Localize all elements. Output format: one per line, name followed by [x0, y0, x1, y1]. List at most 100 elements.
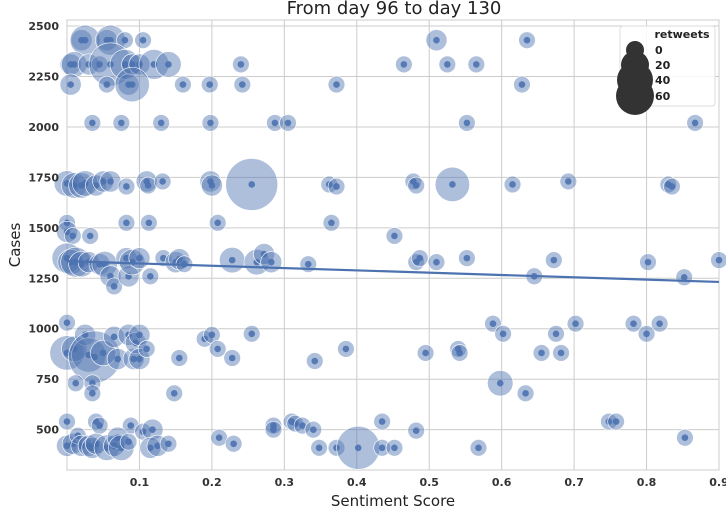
data-point-core	[123, 219, 130, 227]
legend-entry-label: 40	[655, 74, 671, 87]
data-point-core	[444, 61, 451, 68]
data-point-core	[311, 357, 319, 365]
data-point-core	[121, 61, 129, 68]
legend: retweets 0 20 40 60	[616, 25, 716, 115]
data-point-core	[215, 434, 223, 442]
data-point-core	[139, 428, 147, 435]
data-point-core	[315, 444, 323, 452]
data-point-core	[81, 36, 89, 44]
data-point-core	[691, 119, 699, 127]
data-point-core	[715, 256, 723, 264]
data-point-core	[165, 61, 172, 68]
data-point-core	[107, 178, 114, 185]
data-point-core	[70, 61, 78, 68]
x-tick-label: 0.5	[419, 476, 439, 489]
data-point-core	[230, 440, 237, 448]
data-point-core	[391, 444, 398, 452]
data-point-core	[680, 273, 688, 281]
data-point-core	[304, 260, 312, 268]
x-tick-label: 0.8	[637, 476, 657, 489]
data-point-core	[63, 228, 71, 236]
data-point-core	[110, 283, 118, 290]
x-axis-ticks: 0.1 0.2 0.3 0.4 0.5 0.6 0.7 0.8 0.9	[130, 476, 726, 489]
data-point-core	[69, 232, 77, 240]
data-point-core	[291, 420, 299, 427]
data-point-core	[170, 390, 178, 397]
data-point-core	[157, 119, 165, 127]
y-tick-label: 1750	[28, 171, 59, 184]
data-point-core	[130, 355, 137, 363]
data-point-core	[107, 61, 114, 68]
chart-title: From day 96 to day 130	[287, 0, 502, 19]
data-point-core	[463, 119, 471, 127]
regression-line-path	[66, 260, 720, 284]
data-point-core	[125, 438, 132, 446]
x-tick-label: 0.9	[709, 476, 726, 489]
y-tick-label: 1250	[28, 272, 59, 285]
data-point-core	[72, 379, 79, 387]
data-point-core	[139, 36, 147, 44]
data-point-core	[136, 331, 143, 339]
data-point-core	[630, 320, 637, 327]
data-point-core	[160, 254, 167, 262]
data-point-core	[86, 232, 94, 240]
data-point-core	[496, 379, 504, 387]
data-point-core	[354, 444, 362, 452]
data-point-core	[63, 442, 71, 450]
x-tick-label: 0.6	[492, 476, 512, 489]
data-point-core	[489, 320, 497, 327]
legend-entry-label: 60	[655, 90, 671, 103]
data-point-core	[81, 180, 89, 187]
data-point-core	[523, 36, 531, 44]
data-point-core	[499, 330, 507, 338]
data-point-core	[123, 254, 130, 262]
data-point-core	[136, 61, 143, 68]
data-point-core	[110, 333, 118, 341]
y-axis-label: Cases	[6, 223, 24, 268]
data-point-core	[522, 390, 529, 397]
data-point-core	[299, 422, 306, 429]
data-point-core	[110, 442, 118, 450]
data-point-core	[154, 442, 161, 450]
data-point-core	[456, 349, 463, 357]
y-tick-label: 1000	[28, 323, 59, 336]
data-point-core	[96, 61, 103, 68]
data-point-core	[175, 354, 183, 362]
data-point-core	[271, 119, 279, 127]
data-point-core	[96, 422, 103, 429]
data-point-core	[310, 426, 317, 433]
data-point-core	[463, 254, 471, 262]
data-point-core	[239, 81, 246, 88]
legend-title: retweets	[654, 28, 709, 41]
data-point-core	[449, 181, 456, 188]
data-point-core	[144, 182, 152, 189]
data-point-core	[67, 81, 74, 88]
data-point-core	[99, 178, 107, 185]
data-point-core	[325, 181, 333, 188]
y-tick-label: 2500	[28, 20, 59, 33]
x-tick-label: 0.1	[130, 476, 150, 489]
legend-entries: 0 20 40 60	[616, 41, 671, 115]
x-tick-label: 0.7	[564, 476, 584, 489]
data-point-core	[572, 320, 579, 327]
data-point-core	[333, 81, 340, 88]
data-point-core	[378, 418, 386, 425]
x-axis-label: Sentiment Score	[331, 492, 455, 510]
data-point-core	[118, 119, 125, 127]
data-point-core	[237, 61, 245, 68]
data-point-core	[99, 349, 107, 357]
data-point-core	[228, 354, 236, 362]
data-point-core	[175, 255, 183, 263]
data-point-core	[378, 444, 386, 452]
regression-line	[66, 260, 720, 284]
legend-entry-label: 20	[655, 59, 671, 72]
y-tick-label: 1500	[28, 222, 59, 235]
data-point-core	[668, 183, 676, 190]
data-point-core	[550, 256, 558, 264]
data-point-core	[422, 349, 429, 357]
legend-size-marker	[616, 77, 654, 115]
data-point-core	[681, 434, 689, 442]
data-point-core	[136, 355, 143, 363]
data-point-core	[391, 232, 398, 240]
